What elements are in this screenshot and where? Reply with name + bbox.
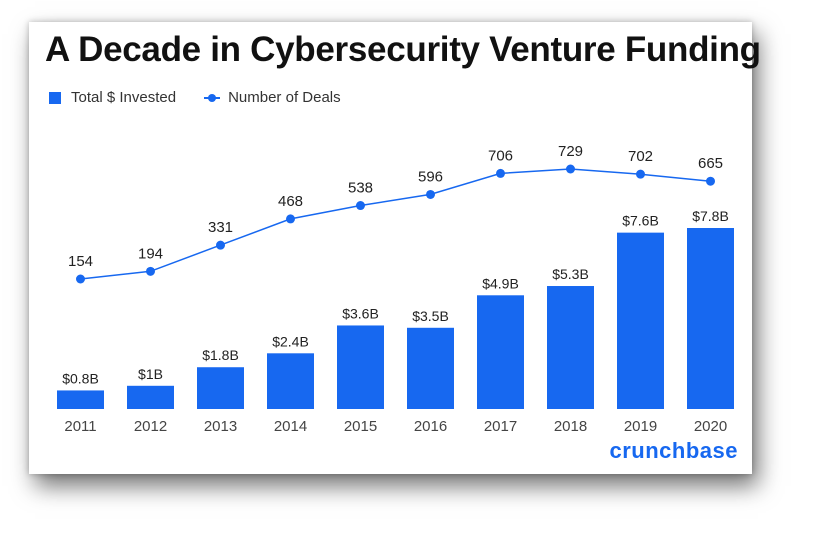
legend-item-invested: Total $ Invested	[49, 89, 176, 106]
chart-plot-area: $0.8B 2011 $1B 2012 $1.8B 2013 $2.4B 2014 $3.6B 2…	[57, 143, 734, 435]
bar-value-label: $7.6B	[622, 213, 659, 229]
deals-point-2011	[76, 274, 85, 284]
chart-title: A Decade in Cybersecurity Venture Fundin…	[45, 30, 761, 69]
deals-value-label: 706	[488, 147, 513, 164]
bar-value-label: $4.9B	[482, 275, 519, 291]
legend-line-swatch	[204, 92, 221, 104]
bar-value-label: $2.4B	[272, 333, 309, 349]
bar-2012	[127, 385, 174, 409]
bar-2019	[617, 232, 664, 409]
bar-value-label: $1B	[138, 366, 163, 382]
legend-bar-swatch	[49, 91, 61, 104]
deals-point-2020	[706, 176, 715, 186]
x-tick-label: 2018	[554, 418, 587, 435]
deals-value-label: 729	[558, 143, 583, 160]
bar-2015	[337, 325, 384, 409]
chart-card: A Decade in Cybersecurity Venture Fundin…	[29, 22, 761, 474]
bar-2016	[407, 327, 454, 409]
legend-label-invested: Total $ Invested	[71, 89, 177, 106]
bar-2013	[197, 367, 244, 409]
deals-value-label: 665	[698, 155, 723, 172]
x-tick-label: 2015	[344, 418, 377, 435]
bar-value-label: $0.8B	[62, 370, 99, 386]
deals-value-label: 154	[68, 253, 93, 270]
x-tick-label: 2017	[484, 418, 517, 435]
bar-2014	[267, 353, 314, 409]
x-tick-label: 2016	[414, 418, 447, 435]
deals-point-2018	[566, 164, 575, 174]
deals-value-label: 702	[628, 148, 653, 165]
crunchbase-logo: crunchbase	[609, 438, 738, 463]
deals-point-2013	[216, 240, 225, 250]
x-tick-label: 2014	[274, 418, 307, 435]
deals-value-label: 596	[418, 168, 443, 185]
deals-point-2014	[286, 214, 295, 224]
legend-item-deals: Number of Deals	[204, 89, 341, 106]
bar-2017	[477, 295, 524, 409]
bar-value-label: $5.3B	[552, 266, 589, 282]
x-tick-label: 2013	[204, 418, 237, 435]
bar-2018	[547, 286, 594, 409]
bar-value-label: $3.5B	[412, 308, 449, 324]
bar-value-label: $3.6B	[342, 305, 379, 321]
deals-point-2019	[636, 169, 645, 179]
deals-point-2012	[146, 266, 155, 276]
x-tick-label: 2019	[624, 418, 657, 435]
legend-label-deals: Number of Deals	[228, 89, 341, 106]
x-tick-label: 2012	[134, 418, 167, 435]
deals-point-2016	[426, 189, 435, 199]
bar-value-label: $1.8B	[202, 347, 239, 363]
bar-2011	[57, 390, 104, 409]
bar-2020	[687, 228, 734, 409]
deals-value-label: 468	[278, 193, 303, 210]
x-tick-label: 2020	[694, 418, 727, 435]
deals-value-label: 194	[138, 245, 163, 262]
bar-value-label: $7.8B	[692, 208, 729, 224]
deals-series-line	[80, 168, 711, 280]
chart-legend: Total $ Invested Number of Deals	[49, 89, 369, 106]
deals-value-label: 538	[348, 180, 373, 197]
deals-value-label: 331	[208, 219, 233, 236]
deals-point-2015	[356, 201, 365, 211]
deals-point-2017	[496, 168, 505, 178]
x-tick-label: 2011	[64, 418, 96, 435]
